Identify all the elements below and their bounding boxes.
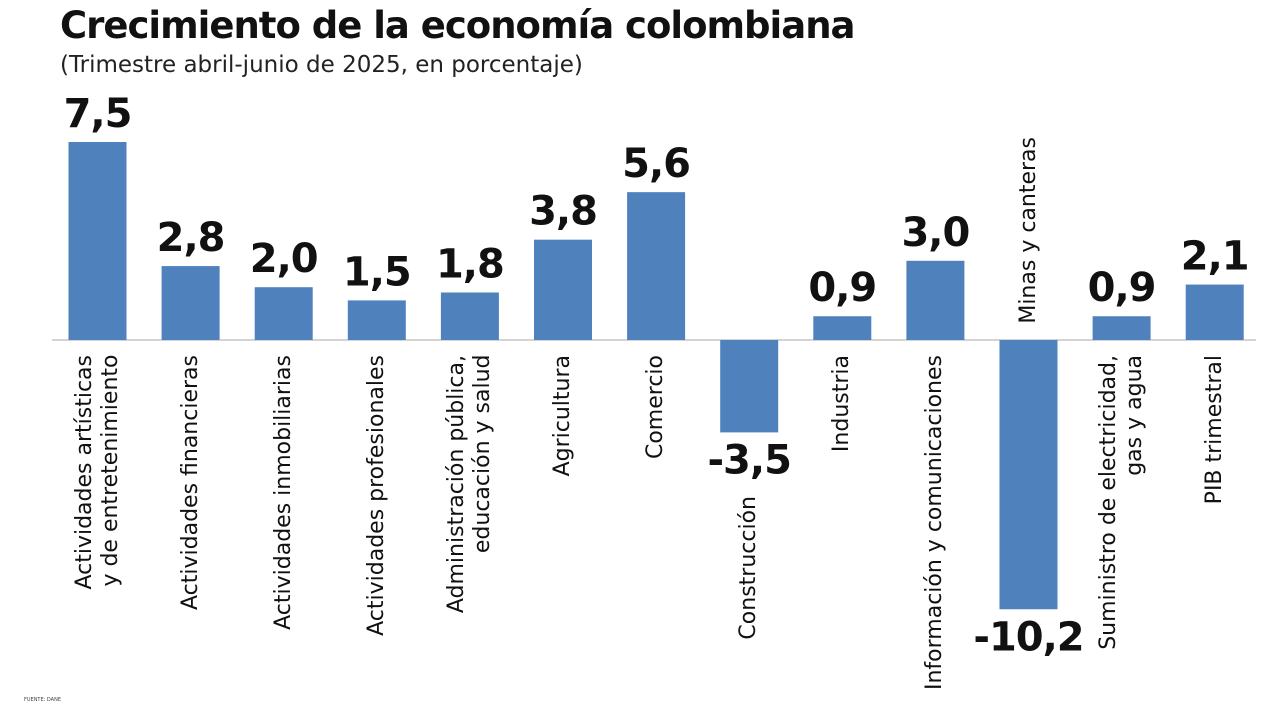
value-label: 2,8 [157,215,225,261]
bar [440,292,499,340]
bar [627,192,686,340]
category-label: PIB trimestral [1201,355,1227,505]
category-label: Suministro de electricidad, gas y agua [1095,355,1147,650]
category-label: Comercio [643,355,669,460]
source-note: FUENTE: DANE [24,697,62,703]
bar [1185,284,1244,340]
value-label: 0,9 [808,265,876,311]
bar [906,260,965,340]
value-label: 3,8 [529,189,597,235]
category-label: Actividades profesionales [363,355,389,636]
value-label: -10,2 [973,614,1083,660]
value-label: 2,0 [250,236,318,282]
value-label: 5,6 [622,141,690,187]
bar [1092,316,1151,340]
category-label: Actividades artísticas y de entretenimie… [71,355,123,590]
bar [813,316,872,340]
bar [534,239,592,340]
category-label: Minas y canteras [1015,137,1041,324]
bar [347,300,406,340]
category-label: Industria [829,355,855,453]
category-label: Administración pública, educación y salu… [443,355,495,614]
value-label: 3,0 [901,210,969,256]
value-label: 7,5 [64,91,132,137]
bar [999,340,1058,610]
chart-title: Crecimiento de la economía colombiana [60,4,856,47]
category-label: Actividades financieras [177,355,203,610]
chart-subtitle: (Trimestre abril-junio de 2025, en porce… [60,52,583,78]
bar [720,340,779,433]
value-label: 2,1 [1181,234,1249,280]
value-label: 0,9 [1088,265,1156,311]
category-label: Agricultura [550,355,575,477]
bar [254,287,313,340]
value-label: 1,5 [343,249,411,295]
bar [68,142,127,340]
category-label: Construcción [736,496,762,640]
category-label: Información y comunicaciones [922,355,948,690]
value-label: -3,5 [707,437,790,483]
bar [161,266,220,340]
value-label: 1,8 [436,241,504,287]
category-label: Actividades inmobiliarias [270,355,296,630]
